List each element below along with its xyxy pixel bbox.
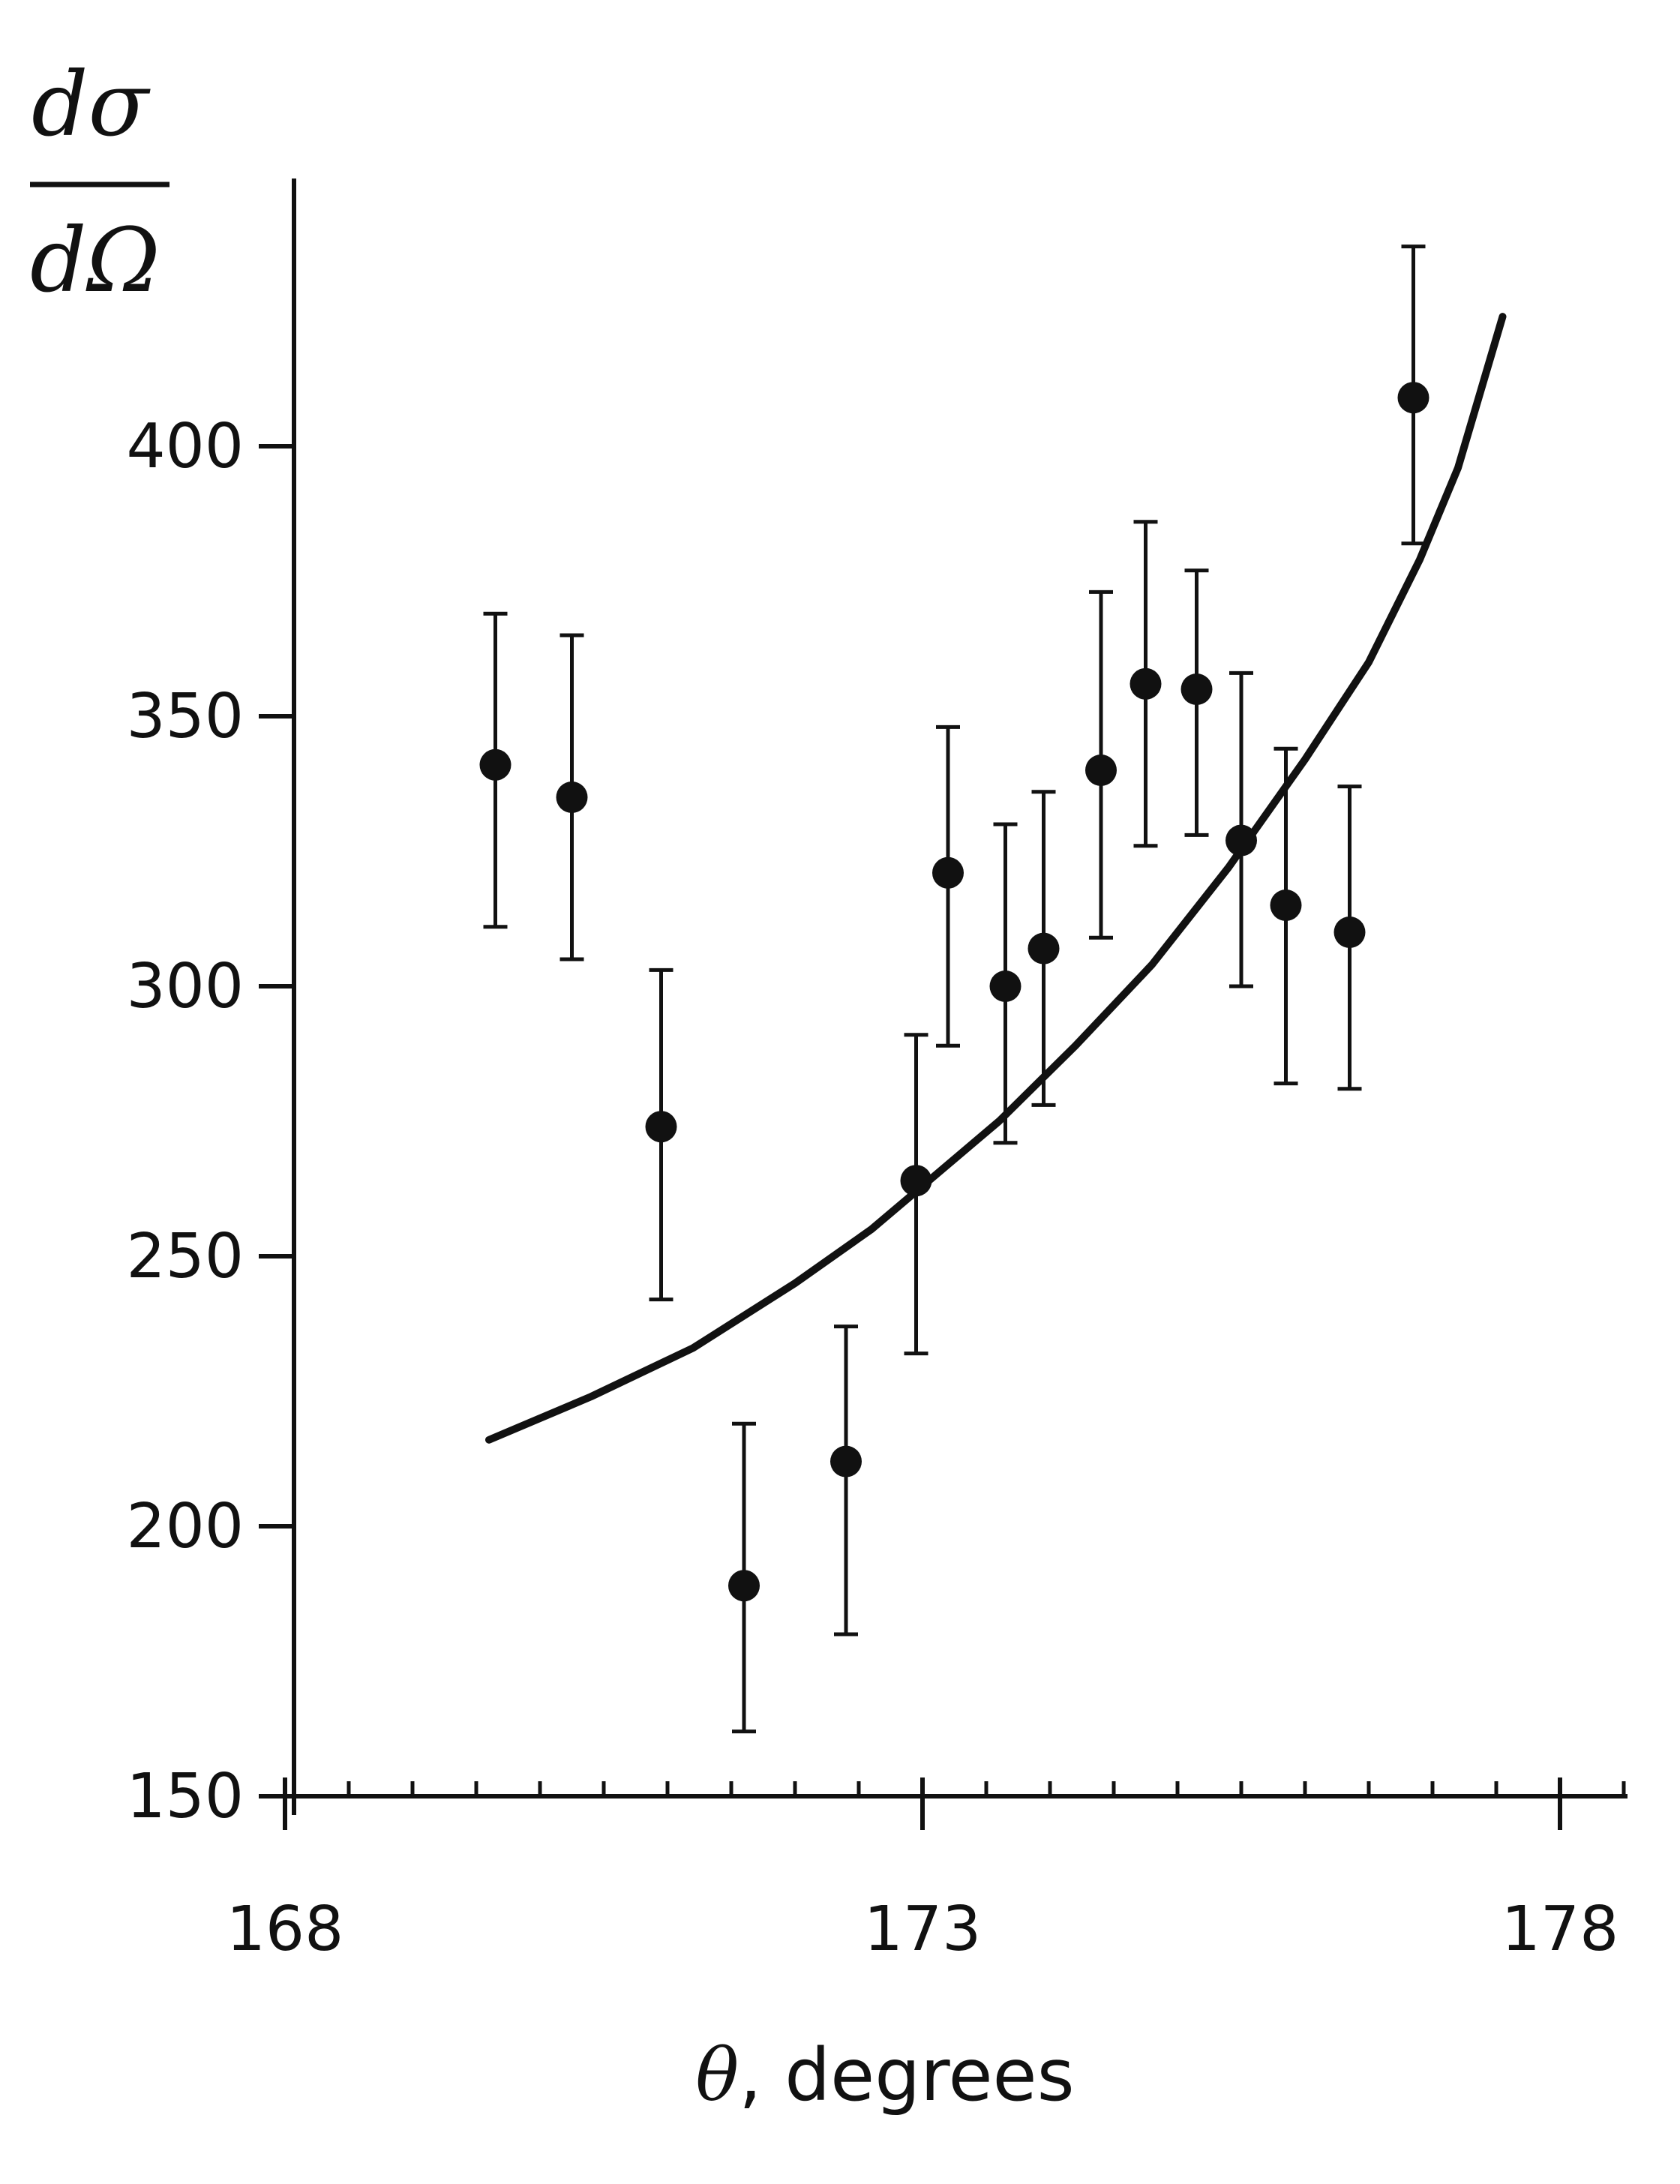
y-tick-label: 400 [126,411,244,482]
x-tick-label: 168 [226,1894,344,1965]
data-point [1270,890,1302,921]
data-point [728,1570,760,1602]
data-point [1028,932,1060,964]
y-tick-label: 250 [126,1221,244,1292]
x-axis-label-text: , degrees [739,2033,1074,2117]
data-point [932,856,964,889]
data-point [830,1445,862,1478]
x-axis-label-symbol: θ [695,2033,739,2117]
data-point [645,1111,677,1143]
data-point [1085,754,1117,786]
y-tick-label: 350 [126,681,244,752]
y-tick-label: 300 [126,951,244,1022]
data-point [1180,674,1213,705]
plot-area: 150 200 250 300 350 400 168 173 178 [126,178,1628,1965]
data-point [1226,824,1257,856]
y-tick-label: 150 [126,1761,244,1832]
data-point [1334,916,1366,948]
y-axis-label: dσ dΩ [30,52,170,312]
x-tick-label: 178 [1502,1894,1619,1965]
y-axis-label-numerator: dσ [32,52,152,156]
data-point [900,1165,932,1197]
y-tick-label: 200 [126,1491,244,1562]
y-axis-label-denominator: dΩ [30,208,160,312]
x-axis-label: θ, degrees [695,2033,1074,2117]
data-point [1130,668,1162,700]
data-point [989,970,1022,1002]
data-point [556,782,588,813]
data-point [1397,382,1430,414]
x-tick-label: 173 [864,1894,982,1965]
fit-curve [485,313,1507,1444]
data-point [479,748,512,781]
